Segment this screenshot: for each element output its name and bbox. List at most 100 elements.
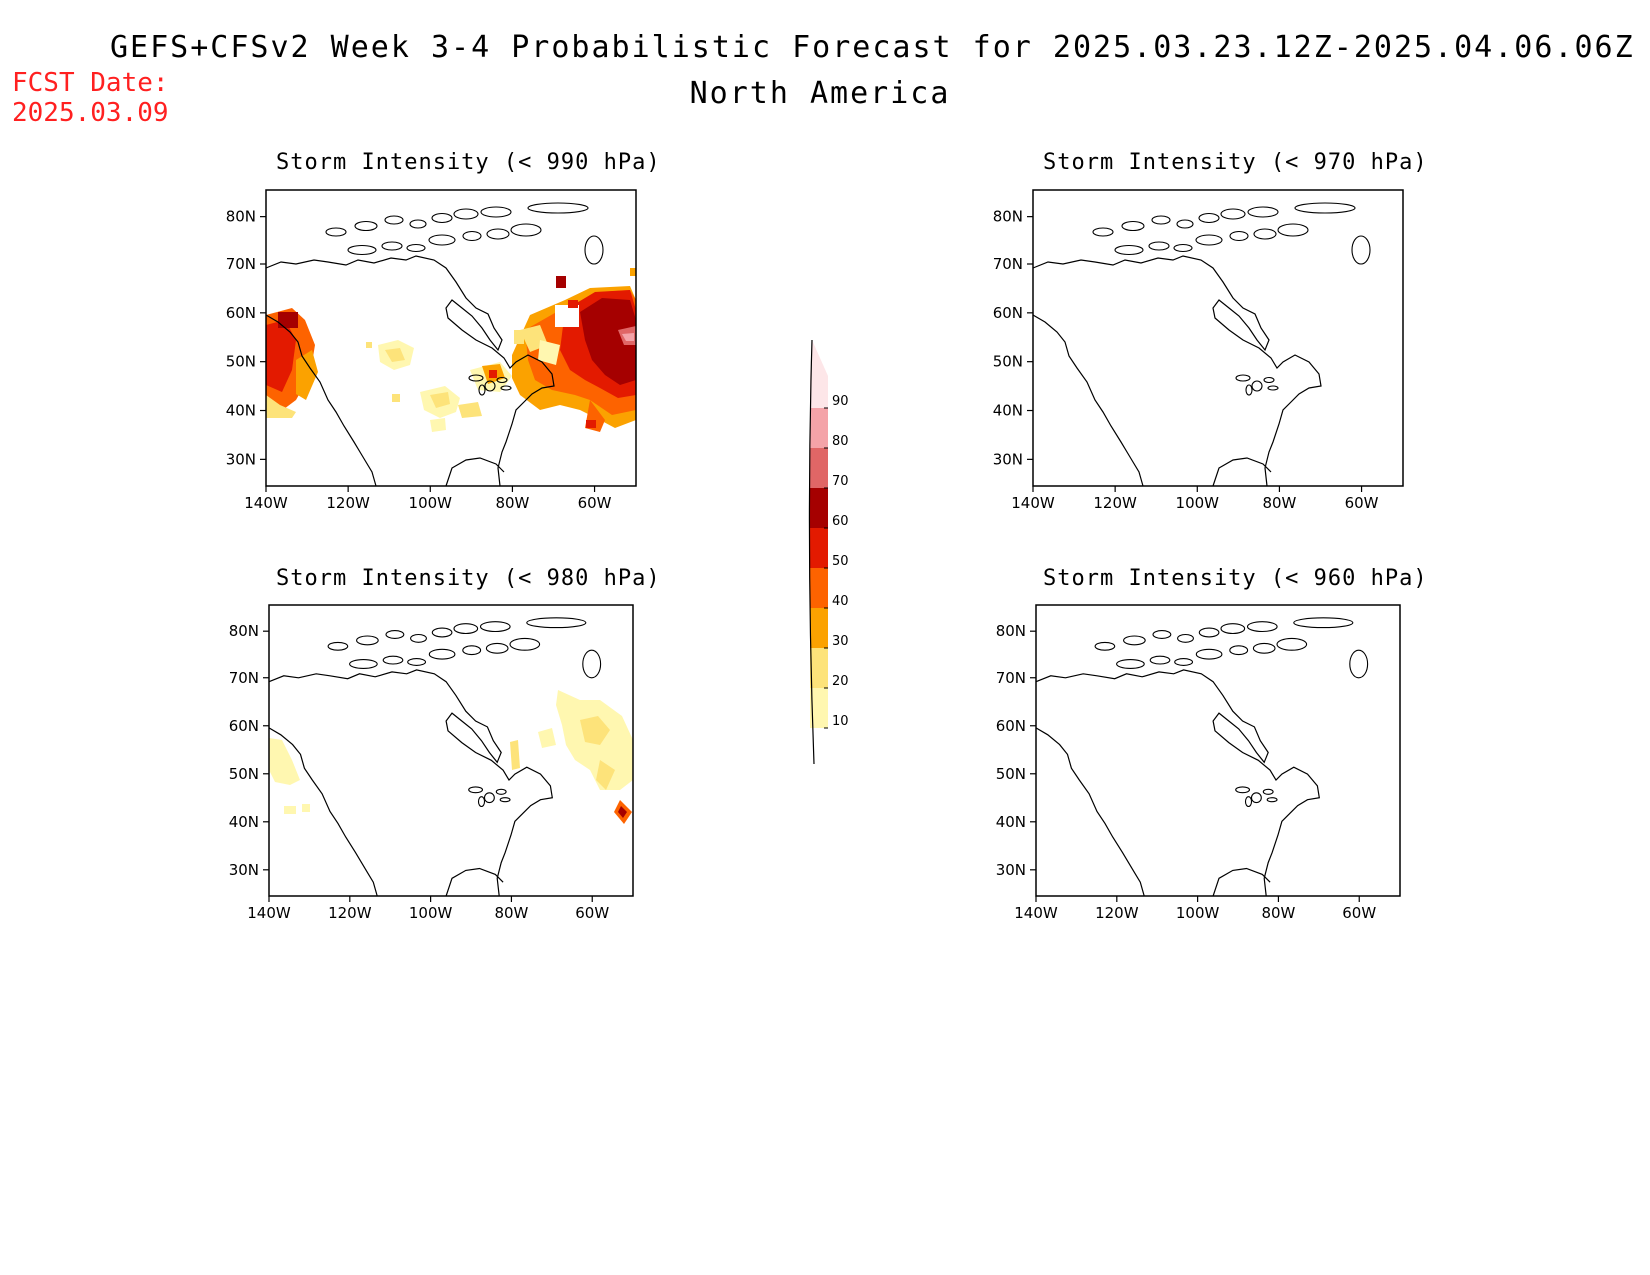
great-lake-outline — [500, 385, 512, 391]
lat-label: 70N — [996, 669, 1026, 687]
island-outline — [462, 230, 482, 242]
island-outline — [1152, 630, 1172, 639]
great-lake-outline — [1266, 797, 1278, 803]
island-outline — [582, 649, 602, 679]
region-subtitle: North America — [689, 76, 951, 111]
lon-label: 140W — [244, 494, 288, 512]
coastlines — [268, 617, 602, 897]
lon-label: 120W — [1093, 494, 1137, 512]
great-lake-outline — [1262, 788, 1274, 795]
colorbar-segment — [810, 448, 828, 488]
island-outline — [486, 228, 510, 240]
colorbar-segment — [810, 408, 828, 448]
island-outline — [1277, 223, 1309, 237]
lon-label: 120W — [326, 494, 370, 512]
lon-label: 60W — [578, 494, 612, 512]
lat-label: 80N — [993, 208, 1023, 226]
island-outline — [1121, 220, 1145, 232]
great-lake-outline — [477, 796, 486, 808]
fcst-date: 2025.03.09 — [12, 98, 169, 128]
lat-label: 40N — [993, 402, 1023, 420]
great-lake-outline — [478, 384, 486, 396]
lon-label: 140W — [247, 904, 291, 922]
lon-label: 100W — [1176, 494, 1220, 512]
lat-label: 70N — [229, 669, 259, 687]
lon-label: 60W — [1342, 904, 1376, 922]
colorbar-segment — [810, 568, 828, 608]
colorbar-segment — [810, 488, 828, 528]
panel-title-990: Storm Intensity (< 990 hPa) — [276, 150, 661, 175]
island-outline — [356, 635, 379, 646]
island-outline — [1276, 637, 1308, 651]
coastlines — [1032, 202, 1371, 487]
island-outline — [1174, 658, 1194, 666]
island-outline — [1177, 633, 1194, 643]
colorbar-label: 50 — [832, 554, 849, 569]
lon-label: 100W — [409, 904, 453, 922]
great-lake-outline — [495, 788, 507, 795]
great-lake-outline — [1251, 380, 1263, 392]
island-outline — [1151, 215, 1171, 225]
lat-label: 30N — [993, 450, 1023, 468]
panel-title-980: Storm Intensity (< 980 hPa) — [276, 566, 661, 591]
island-outline — [527, 202, 589, 214]
colorbar-label: 30 — [832, 634, 849, 649]
island-outline — [431, 212, 453, 224]
lat-label: 60N — [226, 304, 256, 322]
island-outline — [410, 633, 427, 643]
great-lake-outline — [1244, 796, 1253, 808]
colorbar-label: 60 — [832, 514, 849, 529]
map-axes: 80N 70N 60N 50N 40N 30N 140W 120W 100W 80W 60W — [996, 622, 1377, 922]
island-outline — [1349, 649, 1369, 679]
coastline — [1035, 669, 1320, 897]
island-outline — [406, 243, 426, 253]
coastline — [1212, 457, 1272, 487]
coastline — [268, 669, 553, 897]
lat-label: 60N — [993, 304, 1023, 322]
colorbar-label: 10 — [832, 714, 849, 729]
lat-label: 80N — [226, 208, 256, 226]
lat-label: 60N — [996, 717, 1026, 735]
great-lake-outline — [1245, 384, 1253, 396]
island-outline — [1149, 655, 1171, 665]
colorbar-segment — [810, 528, 828, 568]
coastline — [445, 457, 505, 487]
coastline — [1035, 727, 1145, 897]
island-outline — [453, 623, 479, 635]
island-outline — [1252, 642, 1276, 654]
island-outline — [327, 641, 349, 651]
lat-label: 50N — [996, 765, 1026, 783]
island-outline — [479, 621, 511, 633]
island-outline — [480, 206, 512, 218]
colorbar-label: 20 — [832, 674, 849, 689]
coastline — [1032, 314, 1144, 487]
colorbar-label: 90 — [832, 394, 849, 409]
great-lake-outline — [1235, 786, 1251, 794]
lon-label: 60W — [1345, 494, 1379, 512]
lon-label: 80W — [1261, 904, 1295, 922]
great-lake-outline — [1250, 792, 1262, 804]
island-outline — [1092, 227, 1114, 237]
lon-label: 100W — [409, 494, 453, 512]
lon-label: 60W — [575, 904, 609, 922]
island-outline — [510, 223, 542, 237]
island-outline — [462, 645, 482, 656]
map-frame-960 — [1035, 604, 1401, 897]
island-outline — [485, 642, 509, 654]
coastline — [1032, 255, 1322, 487]
island-outline — [1114, 244, 1144, 256]
panel-title-970: Storm Intensity (< 970 hPa) — [1043, 150, 1428, 175]
probability-shading-990 — [266, 268, 636, 432]
island-outline — [1195, 234, 1223, 246]
lat-label: 70N — [226, 255, 256, 273]
island-outline — [1198, 212, 1220, 224]
island-outline — [1351, 235, 1371, 265]
lon-label: 80W — [494, 904, 528, 922]
island-outline — [1247, 206, 1279, 218]
lon-label: 80W — [1262, 494, 1296, 512]
colorbar-segment — [810, 688, 828, 728]
island-outline — [1195, 648, 1223, 660]
probability-shading-980 — [269, 690, 633, 824]
island-outline — [1148, 241, 1170, 251]
